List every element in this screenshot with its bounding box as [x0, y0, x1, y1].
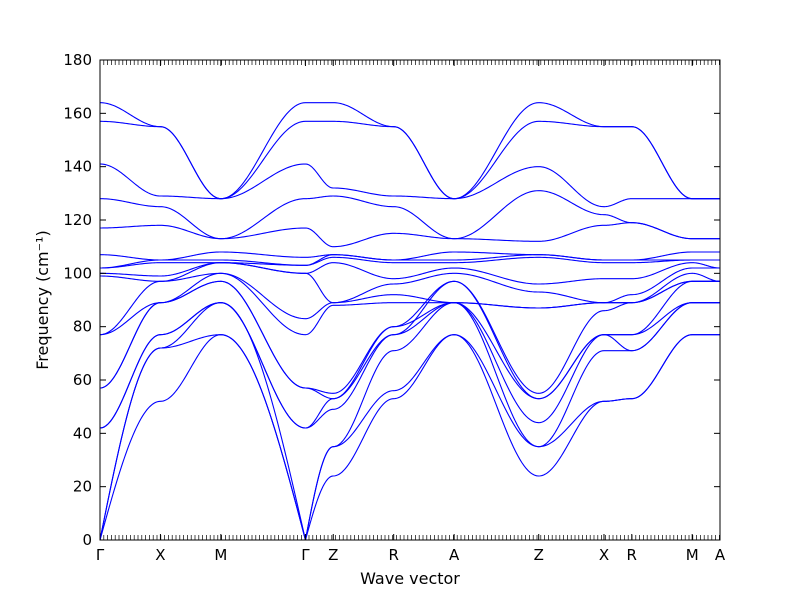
y-tick-label: 60 — [73, 371, 92, 389]
x-tick-label: Z — [328, 546, 338, 564]
y-axis-title: Frequency (cm⁻¹) — [33, 230, 52, 369]
y-tick-label: 160 — [63, 104, 92, 122]
x-tick-label: A — [715, 546, 726, 564]
x-tick-label: Γ — [301, 546, 310, 564]
band-line-16 — [100, 190, 720, 240]
band-line-12 — [100, 256, 720, 269]
band-line-17 — [100, 163, 720, 208]
band-line-11 — [100, 262, 720, 285]
y-tick-label: 40 — [73, 424, 92, 442]
band-line-14 — [100, 251, 720, 261]
y-tick-label: 140 — [63, 158, 92, 176]
band-line-2 — [100, 334, 720, 540]
y-tick-label: 80 — [73, 318, 92, 336]
band-line-5 — [100, 302, 720, 429]
plot-frame — [99, 59, 721, 541]
band-line-19 — [100, 102, 720, 200]
x-tick-label: A — [449, 546, 460, 564]
x-tick-label: R — [627, 546, 637, 564]
x-tick-label: X — [155, 546, 165, 564]
x-tick-label: Γ — [96, 546, 105, 564]
y-tick-label: 0 — [82, 531, 92, 549]
y-axis-ticks: 0 20 40 60 80 100 120 140 160 180 — [63, 51, 720, 549]
x-tick-label: Z — [534, 546, 544, 564]
y-tick-label: 180 — [63, 51, 92, 69]
y-tick-label: 100 — [63, 264, 92, 282]
y-tick-label: 120 — [63, 211, 92, 229]
x-tick-label: M — [686, 546, 699, 564]
y-tick-label: 20 — [73, 478, 92, 496]
x-tick-label: M — [214, 546, 227, 564]
phonon-bands — [100, 102, 720, 540]
x-tick-label: R — [388, 546, 398, 564]
band-line-9 — [100, 272, 720, 336]
x-axis-title: Wave vector — [360, 569, 460, 588]
x-tick-label: X — [599, 546, 609, 564]
